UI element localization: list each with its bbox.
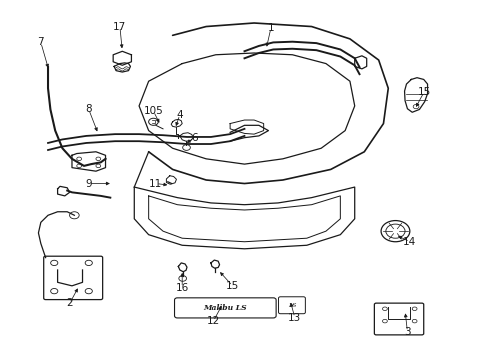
Text: 3: 3	[403, 327, 410, 337]
Text: 105: 105	[143, 106, 163, 116]
Text: 12: 12	[206, 316, 220, 326]
Text: 14: 14	[403, 237, 416, 247]
Text: 16: 16	[175, 283, 188, 293]
Text: 2: 2	[66, 298, 73, 309]
Text: 13: 13	[287, 312, 301, 323]
Text: 6: 6	[190, 133, 197, 143]
Text: 15: 15	[417, 87, 430, 97]
Text: Malibu LS: Malibu LS	[203, 304, 246, 312]
Text: 7: 7	[38, 37, 44, 48]
Text: 9: 9	[85, 179, 92, 189]
Text: 1: 1	[267, 23, 274, 33]
Text: 11: 11	[149, 179, 162, 189]
Text: 8: 8	[85, 104, 92, 114]
Text: 17: 17	[113, 22, 126, 32]
Text: LS: LS	[287, 303, 296, 308]
Text: 15: 15	[225, 281, 239, 291]
Text: 4: 4	[176, 110, 183, 120]
